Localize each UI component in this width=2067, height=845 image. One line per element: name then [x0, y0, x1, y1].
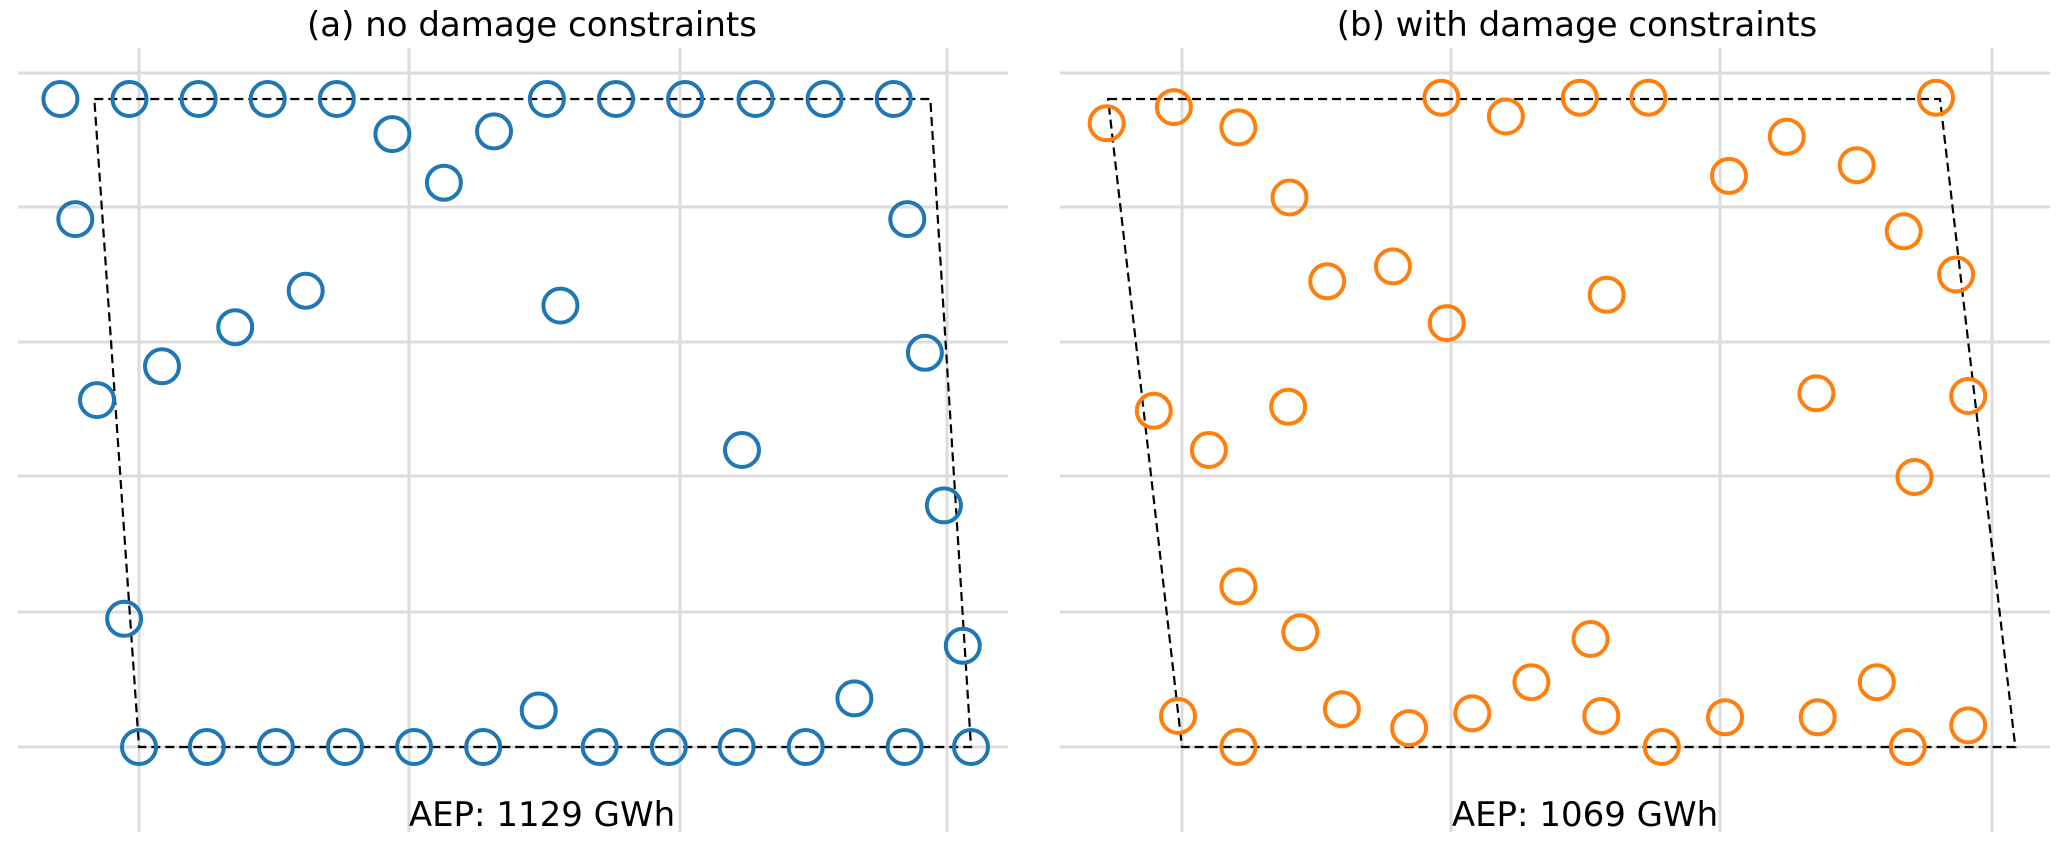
panel-a-turbine-17 — [216, 308, 255, 347]
panel-a-turbine-10 — [874, 80, 913, 118]
panel-b-turbine-13 — [1937, 255, 1976, 294]
panel-b-turbine-39 — [1949, 706, 1988, 745]
panel-b-turbine-10 — [1837, 146, 1876, 185]
panel-b-turbine-7 — [1917, 78, 1955, 117]
panel-b-turbine-5 — [1560, 78, 1599, 117]
panel-b-turbine-6 — [1629, 78, 1668, 117]
panel-b-turbine-38 — [1888, 728, 1927, 766]
panel-a-turbine-28 — [256, 728, 295, 766]
panel-b-site-boundary — [1106, 97, 2017, 749]
panel-a-turbine-31 — [464, 728, 503, 766]
panel-b-turbine-29 — [1159, 697, 1197, 735]
panel-b-turbine-17 — [1587, 275, 1626, 314]
panel-a-turbine-2 — [179, 80, 218, 118]
panel-a-turbine-20 — [78, 381, 116, 420]
panel-b-with-damage-constraints: (b) with damage constraints AEP: 1069 GW… — [1060, 5, 2050, 835]
panel-a-turbine-23 — [924, 486, 963, 525]
panel-b-turbine-33 — [1582, 697, 1621, 735]
panel-a-turbine-27 — [187, 728, 226, 766]
panel-a-turbine-18 — [143, 347, 181, 386]
panel-a-turbine-8 — [736, 80, 775, 118]
panel-a-turbine-39 — [835, 679, 874, 718]
panel-b-turbine-1 — [1154, 88, 1193, 127]
panel-b-turbine-0 — [1087, 104, 1126, 143]
panel-b-turbine-24 — [1219, 567, 1258, 606]
panel-b-turbine-16 — [1427, 304, 1466, 343]
panel-a-turbine-25 — [943, 626, 982, 665]
panel-a-turbine-16 — [286, 271, 325, 310]
panel-b-turbine-36 — [1706, 698, 1744, 737]
panel-a-turbine-12 — [475, 112, 513, 151]
panel-a-turbine-6 — [597, 80, 635, 118]
panel-a-turbine-33 — [649, 728, 688, 766]
panel-a-turbine-7 — [666, 80, 705, 118]
panel-b-turbine-4 — [1486, 97, 1525, 136]
panel-a-turbine-0 — [41, 80, 80, 118]
panel-a-turbine-38 — [519, 691, 558, 730]
panel-a-turbine-29 — [326, 728, 364, 766]
panel-b-turbine-2 — [1219, 108, 1258, 147]
panel-a-turbine-14 — [56, 200, 95, 239]
panel-a-site-boundary — [93, 97, 973, 749]
panel-b-turbine-23 — [1895, 458, 1934, 496]
panel-b-turbine-37 — [1798, 698, 1837, 737]
panel-a-turbine-30 — [395, 728, 434, 766]
panel-b-aep-annotation: AEP: 1069 GWh — [1452, 795, 1718, 835]
panel-b-turbine-3 — [1422, 78, 1461, 117]
panel-b-turbine-15 — [1374, 247, 1412, 286]
panel-a-turbine-3 — [248, 80, 287, 118]
panel-a-turbine-36 — [885, 728, 924, 766]
panel-a-turbine-19 — [541, 286, 580, 325]
panel-a-turbine-1 — [110, 80, 149, 118]
panel-b-turbine-9 — [1767, 117, 1806, 156]
panel-b-turbine-30 — [1322, 690, 1361, 729]
panel-a-turbine-35 — [786, 728, 825, 766]
panel-b-turbine-27 — [1512, 663, 1551, 702]
panel-a-turbine-5 — [527, 80, 566, 118]
panel-a-turbine-37 — [952, 728, 990, 766]
panel-a-aep-annotation: AEP: 1129 GWh — [409, 795, 675, 835]
panel-b-turbine-19 — [1269, 387, 1308, 426]
panel-b-turbine-11 — [1270, 178, 1309, 217]
panel-a-turbine-32 — [580, 728, 619, 766]
panel-b-turbine-18 — [1134, 391, 1173, 430]
panel-b-turbine-31 — [1390, 709, 1429, 748]
panel-a-turbine-15 — [888, 200, 927, 239]
panel-a-turbine-24 — [105, 599, 144, 638]
panel-b-turbine-34 — [1219, 728, 1258, 766]
panel-a-turbine-21 — [905, 333, 944, 372]
panel-b-turbine-14 — [1308, 262, 1347, 301]
panel-b-title: (b) with damage constraints — [1337, 5, 1817, 45]
panel-b-turbine-25 — [1281, 613, 1320, 652]
panel-a-title: (a) no damage constraints — [307, 5, 757, 45]
panel-a-turbine-11 — [373, 115, 412, 154]
panel-a-turbine-13 — [424, 163, 463, 202]
panel-b-turbine-21 — [1797, 374, 1836, 413]
panel-a-turbine-22 — [723, 431, 761, 469]
panel-b-turbine-32 — [1453, 694, 1492, 733]
panel-a-turbine-34 — [717, 728, 756, 766]
panel-a-turbine-9 — [805, 80, 844, 118]
panel-b-turbine-12 — [1884, 212, 1923, 251]
panel-b-turbine-20 — [1189, 431, 1228, 469]
panel-b-turbine-35 — [1642, 728, 1681, 766]
panel-a-turbine-4 — [317, 80, 356, 118]
panel-a-turbines — [41, 80, 990, 766]
panel-b-turbines — [1087, 78, 1988, 766]
panel-b-turbine-26 — [1571, 620, 1610, 658]
panel-b-turbine-8 — [1710, 156, 1748, 195]
panel-b-turbine-22 — [1949, 377, 1988, 415]
panel-a-no-damage-constraints: (a) no damage constraints AEP: 1129 GWh — [18, 5, 1008, 835]
panel-b-grid — [1060, 48, 2050, 832]
panel-a-turbine-26 — [120, 728, 158, 766]
panel-b-turbine-28 — [1857, 663, 1896, 702]
